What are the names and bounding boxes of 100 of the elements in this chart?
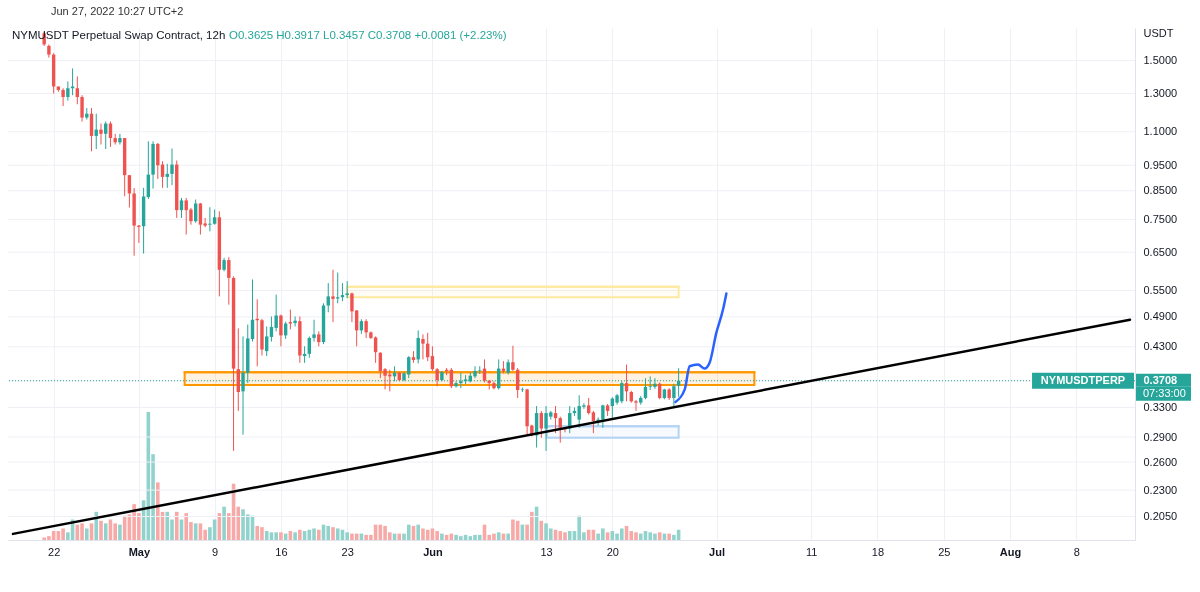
candlestick [165, 163, 169, 189]
bar [672, 534, 676, 540]
bar [421, 528, 425, 540]
x-tick-label: Jun [423, 545, 443, 558]
ref-line-label: NYMUSDTPERP [1040, 373, 1126, 386]
candlestick [66, 80, 70, 102]
bar [567, 531, 572, 540]
bar [316, 529, 321, 540]
bar [506, 533, 510, 540]
x-tick-label: Jul [709, 545, 725, 558]
text: Jun 27, 2022 10:27 UTC+2 [51, 5, 184, 17]
y-tick-label: 0.3708 [1143, 374, 1178, 387]
bar [184, 513, 189, 540]
x-tick-label: 9 [212, 545, 219, 558]
bar [264, 531, 269, 540]
bar [667, 533, 671, 540]
bar [345, 532, 349, 540]
bar [468, 536, 473, 540]
candlestick [80, 94, 84, 123]
x-tick-label: 23 [341, 545, 354, 558]
candlestick [179, 197, 184, 219]
candlestick [99, 123, 103, 146]
line-series [674, 292, 728, 404]
y-tick-label: 0.4300 [1143, 340, 1178, 353]
bar [156, 482, 160, 540]
y-tick-label: 0.2300 [1143, 483, 1178, 496]
text: 07:33:00 [1143, 386, 1186, 399]
candlestick [544, 405, 548, 452]
bar [558, 531, 563, 540]
bar [312, 528, 316, 540]
candlestick [435, 367, 439, 387]
x-tick-label: Aug [999, 545, 1022, 558]
candlestick [61, 87, 65, 107]
bar [222, 506, 226, 540]
x-tick-label: 18 [871, 545, 885, 558]
y-tick-label: 0.9500 [1143, 158, 1178, 171]
x-tick-label: 16 [275, 545, 288, 558]
y-tick-label: 0.6500 [1143, 245, 1178, 258]
bar [440, 533, 444, 540]
bar [416, 524, 421, 540]
x-tick-label: 25 [938, 545, 951, 558]
bar [99, 520, 103, 540]
bar [406, 524, 411, 540]
candlestick [373, 335, 378, 364]
candlestick [293, 315, 297, 327]
x-tick-label: 22 [48, 545, 61, 558]
y-tick-label: 0.2050 [1143, 509, 1178, 522]
bar [326, 525, 331, 540]
bar [397, 533, 402, 540]
bar [496, 532, 501, 540]
bar [335, 528, 340, 540]
candlestick [279, 314, 283, 347]
chart-subtitle: O0.3625 H0.3917 L0.3457 C0.3708 +0.0081 (+2.23%) [229, 29, 507, 41]
y-tick-label: 0.3300 [1143, 400, 1178, 413]
bar [638, 533, 643, 540]
candlestick [312, 319, 316, 343]
bar [298, 529, 302, 540]
bar [84, 528, 89, 540]
bar [350, 533, 354, 540]
y-tick-label: 0.2900 [1143, 430, 1178, 443]
candlestick [184, 197, 188, 236]
candlestick [288, 309, 293, 330]
y-tick-label: 0.8500 [1143, 184, 1178, 197]
candlestick [75, 75, 80, 105]
candlestick [208, 206, 212, 232]
candlestick [170, 148, 174, 186]
y-tick-label: 1.1000 [1143, 125, 1178, 138]
bar [118, 524, 122, 540]
bar [648, 532, 653, 540]
candlestick [326, 282, 330, 313]
y-tick-label: 0.4900 [1143, 310, 1178, 323]
bar [174, 511, 179, 540]
candlestick [265, 325, 269, 357]
candlestick [336, 271, 340, 304]
bar [293, 532, 297, 540]
x-tick-label: 8 [1073, 545, 1080, 558]
x-tick-label: 13 [540, 545, 553, 558]
candlestick [137, 224, 141, 244]
bar [435, 531, 439, 540]
candlestick [118, 133, 122, 146]
bar [279, 532, 283, 540]
candlestick [473, 365, 477, 379]
y-tick-label: 0.2600 [1143, 455, 1178, 468]
candlestick [421, 333, 425, 360]
bar [103, 523, 108, 540]
x-tick-label: 11 [805, 545, 818, 558]
x-tick-label: May [128, 545, 151, 558]
candlestick [156, 142, 160, 180]
bar [255, 525, 260, 540]
bar [80, 523, 84, 540]
bar [94, 511, 99, 540]
candlestick [591, 410, 596, 434]
candlestick [227, 256, 231, 306]
bar [331, 527, 335, 540]
x-tick-label: 20 [606, 545, 619, 558]
bar [113, 523, 117, 540]
bar [61, 528, 65, 540]
bar [274, 532, 278, 540]
y-tick-label: 0.5500 [1143, 283, 1178, 296]
y-axis-title: USDT [1143, 26, 1174, 39]
